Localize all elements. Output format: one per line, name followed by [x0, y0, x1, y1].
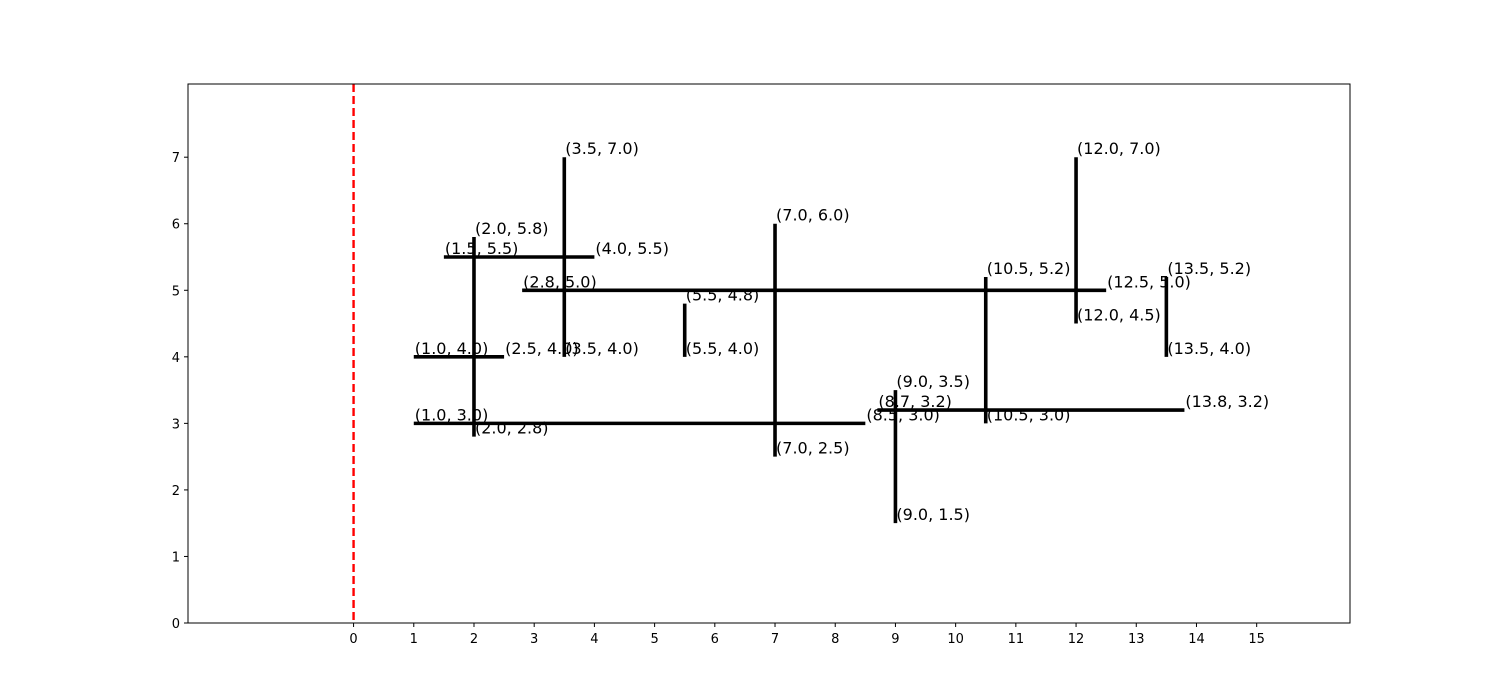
- x-tick-label: 2: [470, 632, 478, 647]
- point-label: (13.5, 4.0): [1167, 339, 1251, 358]
- plot-area: [188, 84, 1350, 623]
- x-tick-label: 13: [1128, 632, 1145, 647]
- point-label: (3.5, 4.0): [565, 339, 639, 358]
- point-label: (12.5, 5.0): [1107, 272, 1191, 291]
- y-tick-label: 3: [172, 417, 180, 432]
- x-tick-label: 8: [831, 632, 839, 647]
- y-tick-label: 6: [172, 218, 180, 233]
- point-label: (9.0, 3.5): [896, 372, 970, 391]
- x-tick-label: 3: [530, 632, 538, 647]
- y-tick-label: 2: [172, 484, 180, 499]
- y-tick-label: 7: [172, 151, 180, 166]
- point-label: (13.5, 5.2): [1167, 259, 1251, 278]
- point-label: (10.5, 5.2): [987, 259, 1071, 278]
- x-tick-label: 10: [947, 632, 964, 647]
- point-label: (5.5, 4.8): [686, 286, 760, 305]
- point-label: (1.5, 5.5): [445, 239, 519, 258]
- point-label: (10.5, 3.0): [987, 405, 1071, 424]
- x-tick-label: 6: [711, 632, 719, 647]
- x-tick-label: 7: [771, 632, 779, 647]
- point-label: (7.0, 6.0): [776, 206, 850, 225]
- x-tick-label: 12: [1068, 632, 1085, 647]
- y-tick-label: 0: [172, 617, 180, 632]
- point-label: (2.8, 5.0): [523, 272, 597, 291]
- plot-background: [188, 84, 1350, 623]
- point-label: (8.7, 3.2): [878, 392, 952, 411]
- point-label: (8.5, 3.0): [866, 405, 940, 424]
- point-label: (2.0, 5.8): [475, 219, 549, 238]
- point-label: (12.0, 4.5): [1077, 306, 1161, 325]
- point-label: (13.8, 3.2): [1185, 392, 1269, 411]
- point-label: (5.5, 4.0): [686, 339, 760, 358]
- x-tick-label: 5: [650, 632, 658, 647]
- plot-frame: [187, 83, 1351, 624]
- point-label: (12.0, 7.0): [1077, 139, 1161, 158]
- point-label: (4.0, 5.5): [595, 239, 669, 258]
- point-label: (1.0, 3.0): [415, 405, 489, 424]
- point-label: (2.0, 2.8): [475, 419, 549, 438]
- x-tick-label: 11: [1008, 632, 1025, 647]
- x-tick-label: 14: [1188, 632, 1205, 647]
- point-label: (9.0, 1.5): [896, 505, 970, 524]
- y-tick-label: 1: [172, 550, 180, 565]
- x-tick-label: 1: [410, 632, 418, 647]
- point-label: (3.5, 7.0): [565, 139, 639, 158]
- y-tick-label: 5: [172, 284, 180, 299]
- x-tick-label: 4: [590, 632, 598, 647]
- y-tick-label: 4: [172, 351, 180, 366]
- point-label: (1.0, 4.0): [415, 339, 489, 358]
- point-label-layer: (3.5, 7.0) (12.0, 7.0) (2.0, 5.8) (7.0, 6.0…: [415, 139, 1269, 524]
- x-tick-label: 9: [891, 632, 899, 647]
- point-label: (2.5, 4.0): [505, 339, 579, 358]
- segment-layer: [413, 157, 1185, 524]
- point-label: (7.0, 2.5): [776, 439, 850, 458]
- x-tick-label: 0: [349, 632, 357, 647]
- x-tick-label: 15: [1248, 632, 1265, 647]
